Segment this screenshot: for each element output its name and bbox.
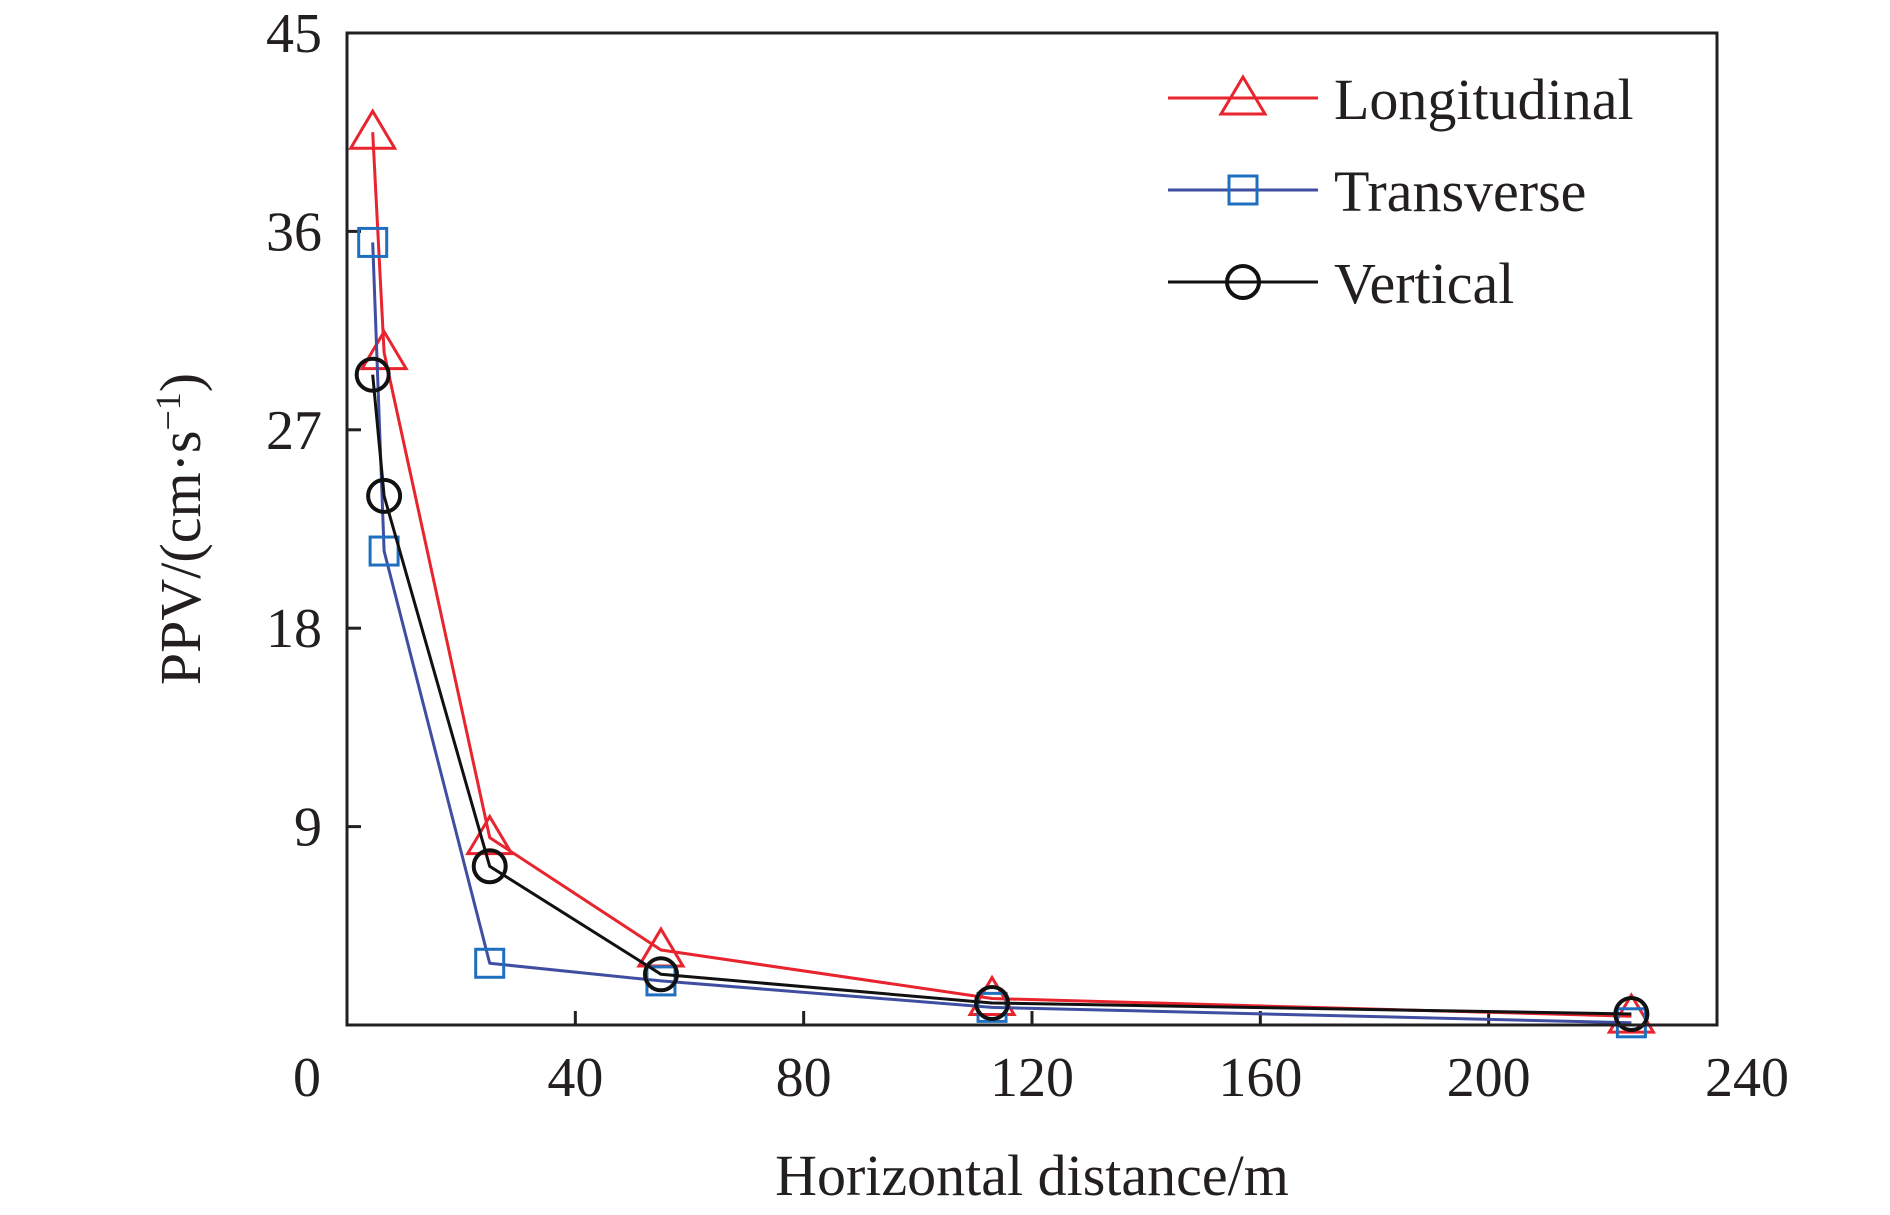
x-tick-label: 160 (1218, 1047, 1302, 1109)
data-point-vertical (366, 477, 403, 514)
data-point-vertical (354, 356, 391, 393)
axis-ticks: 0 40 80 120 160 200 240 9 18 27 36 45 (266, 3, 1789, 1109)
x-tick-label: 120 (990, 1047, 1074, 1109)
legend-label: Transverse (1334, 159, 1586, 224)
data-point-transverse (368, 535, 400, 567)
data-point-longitudinal (967, 974, 1017, 1017)
legend-marker (1225, 264, 1261, 300)
series-layer (348, 108, 1657, 1039)
y-axis-label-close: ) (148, 373, 213, 392)
series-transverse (357, 226, 1647, 1039)
data-point-longitudinal (465, 813, 515, 856)
legend-item-transverse: Transverse (1168, 159, 1586, 224)
y-tick-label: 36 (266, 201, 322, 263)
data-point-vertical (1613, 995, 1650, 1032)
x-tick-label: 200 (1447, 1047, 1531, 1109)
x-tick-label: 240 (1705, 1047, 1789, 1109)
plot-area-frame (345, 31, 1719, 1027)
data-point-vertical (974, 984, 1011, 1021)
y-axis-label: PPV/(cm·s−1) (148, 373, 213, 685)
legend-item-vertical: Vertical (1168, 251, 1514, 316)
x-tick-label: 40 (547, 1047, 603, 1109)
data-point-longitudinal (348, 108, 398, 150)
y-axis-label-main: PPV/(cm·s (148, 431, 213, 686)
x-axis-label: Horizontal distance/m (775, 1143, 1289, 1208)
x-tick-label: 0 (293, 1047, 321, 1109)
data-point-vertical (642, 956, 679, 993)
y-tick-label: 9 (294, 797, 322, 859)
y-tick-label: 45 (266, 3, 322, 65)
data-point-vertical (471, 848, 508, 885)
series-line-vertical (371, 374, 1632, 1016)
series-line-transverse (371, 242, 1632, 1025)
legend-label: Longitudinal (1334, 67, 1634, 132)
y-tick-label: 27 (266, 400, 322, 462)
x-tick-label: 80 (776, 1047, 832, 1109)
legend-item-longitudinal: Longitudinal (1168, 67, 1634, 132)
data-point-transverse (474, 947, 506, 979)
legend-marker (1218, 74, 1268, 116)
y-axis-label-superscript: −1 (148, 392, 188, 430)
y-tick-label: 18 (266, 598, 322, 660)
series-line-longitudinal (371, 132, 1632, 1018)
legend-marker (1227, 174, 1259, 206)
legend-label: Vertical (1334, 251, 1514, 316)
data-point-longitudinal (359, 328, 409, 371)
data-point-longitudinal (636, 926, 686, 968)
series-longitudinal (348, 108, 1657, 1034)
series-vertical (354, 356, 1650, 1032)
data-point-transverse (357, 226, 389, 258)
legend: Longitudinal Transverse Vertical (1168, 67, 1634, 316)
